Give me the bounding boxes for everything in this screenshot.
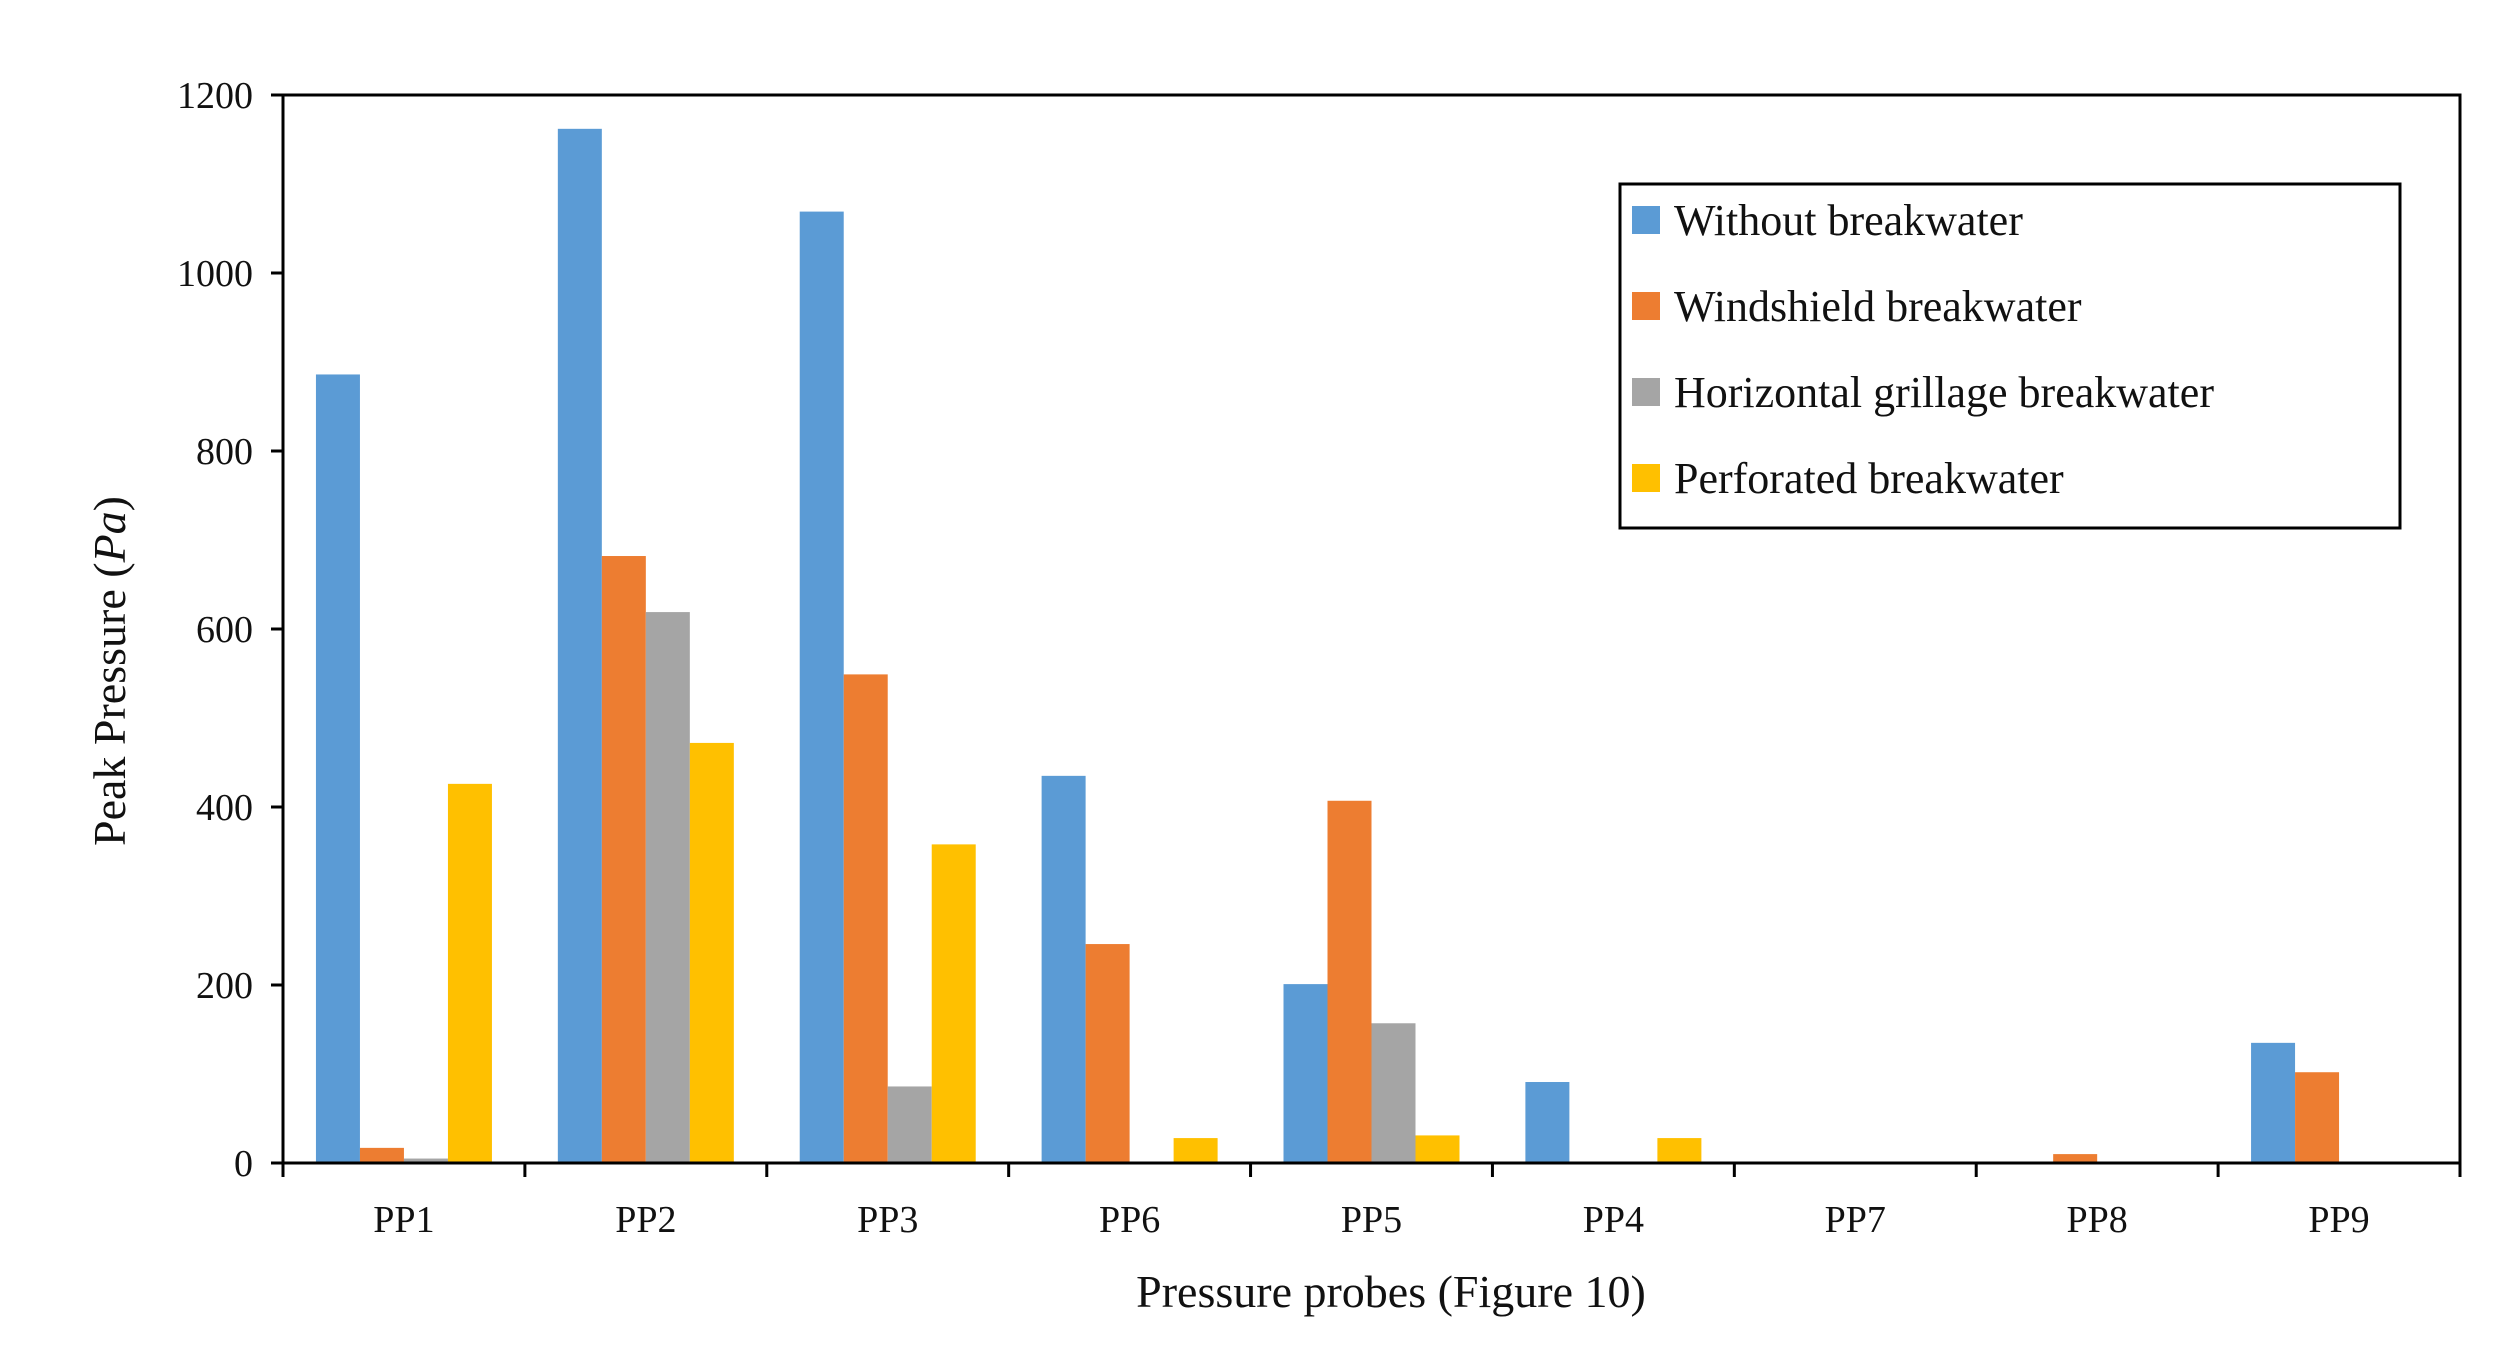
y-axis-title: Peak Pressure (Pa) xyxy=(84,496,135,846)
bar-pp6-series-4 xyxy=(1173,1138,1218,1163)
x-tick-label-pp2: PP2 xyxy=(615,1199,676,1241)
bar-pp2-series-2 xyxy=(601,556,646,1163)
y-tick-label: 200 xyxy=(196,965,253,1007)
bar-pp3-series-1 xyxy=(799,211,844,1164)
legend-label-2: Windshield breakwater xyxy=(1674,282,2082,331)
y-tick-label: 1000 xyxy=(177,253,253,295)
bar-pp8-series-2 xyxy=(2053,1154,2098,1163)
bar-pp5-series-2 xyxy=(1327,800,1372,1163)
y-tick-label: 400 xyxy=(196,787,253,829)
bar-pp2-series-1 xyxy=(557,128,602,1163)
axes-group xyxy=(271,93,2462,1177)
x-tick-label-pp3: PP3 xyxy=(857,1199,918,1241)
y-tick-labels: 0 200 400 600 800 1000 1200 xyxy=(177,75,253,1185)
bar-pp5-series-4 xyxy=(1415,1135,1460,1163)
x-axis-title: Pressure probes (Figure 10) xyxy=(1136,1266,1646,1317)
legend-box xyxy=(1618,182,2402,530)
y-tick-label: 0 xyxy=(234,1143,253,1185)
x-tick-labels: PP1 PP2 PP3 PP6 PP5 PP4 PP7 PP8 PP9 xyxy=(373,1199,2369,1241)
bar-pp3-series-4 xyxy=(931,844,976,1163)
bar-pp9-series-2 xyxy=(2295,1072,2340,1163)
bar-pp4-series-4 xyxy=(1657,1138,1702,1163)
bar-pp1-series-3 xyxy=(403,1158,448,1163)
bar-pp3-series-2 xyxy=(843,674,888,1163)
legend: Without breakwater Windshield breakwater H… xyxy=(1618,182,2402,530)
bar-pp3-series-3 xyxy=(887,1086,932,1163)
x-tick-label-pp9: PP9 xyxy=(2308,1199,2369,1241)
y-axis-title-unit: Pa xyxy=(84,511,135,563)
legend-swatch-1 xyxy=(1632,206,1660,234)
y-tick-label: 1200 xyxy=(177,75,253,117)
x-tick-label-pp7: PP7 xyxy=(1825,1199,1886,1241)
bar-pp6-series-2 xyxy=(1085,944,1130,1163)
legend-swatch-2 xyxy=(1632,292,1660,320)
x-tick-label-pp1: PP1 xyxy=(373,1199,434,1241)
bar-pp5-series-3 xyxy=(1371,1023,1416,1163)
bar-pp6-series-1 xyxy=(1041,775,1086,1163)
legend-label-3: Horizontal grillage breakwater xyxy=(1674,368,2214,417)
bar-pp1-series-1 xyxy=(315,374,360,1164)
bar-pp9-series-1 xyxy=(2251,1042,2296,1163)
bar-pp5-series-1 xyxy=(1283,984,1328,1163)
y-tick-label: 800 xyxy=(196,431,253,473)
bar-pp2-series-4 xyxy=(689,742,734,1163)
x-tick-label-pp6: PP6 xyxy=(1099,1199,1160,1241)
bar-pp4-series-1 xyxy=(1525,1082,1570,1163)
legend-swatch-4 xyxy=(1632,464,1660,492)
bar-pp1-series-2 xyxy=(359,1147,404,1163)
bars-group xyxy=(315,128,2340,1164)
bar-pp1-series-4 xyxy=(447,783,492,1163)
y-tick-label: 600 xyxy=(196,609,253,651)
y-axis-title-suffix: ) xyxy=(84,496,135,511)
legend-label-4: Perforated breakwater xyxy=(1674,454,2064,503)
legend-swatch-3 xyxy=(1632,378,1660,406)
legend-label-1: Without breakwater xyxy=(1674,196,2023,245)
x-tick-label-pp8: PP8 xyxy=(2067,1199,2128,1241)
y-axis-title-prefix: Peak Pressure ( xyxy=(84,562,135,846)
x-tick-label-pp5: PP5 xyxy=(1341,1199,1402,1241)
bar-pp2-series-3 xyxy=(645,612,690,1163)
x-tick-label-pp4: PP4 xyxy=(1583,1199,1644,1241)
